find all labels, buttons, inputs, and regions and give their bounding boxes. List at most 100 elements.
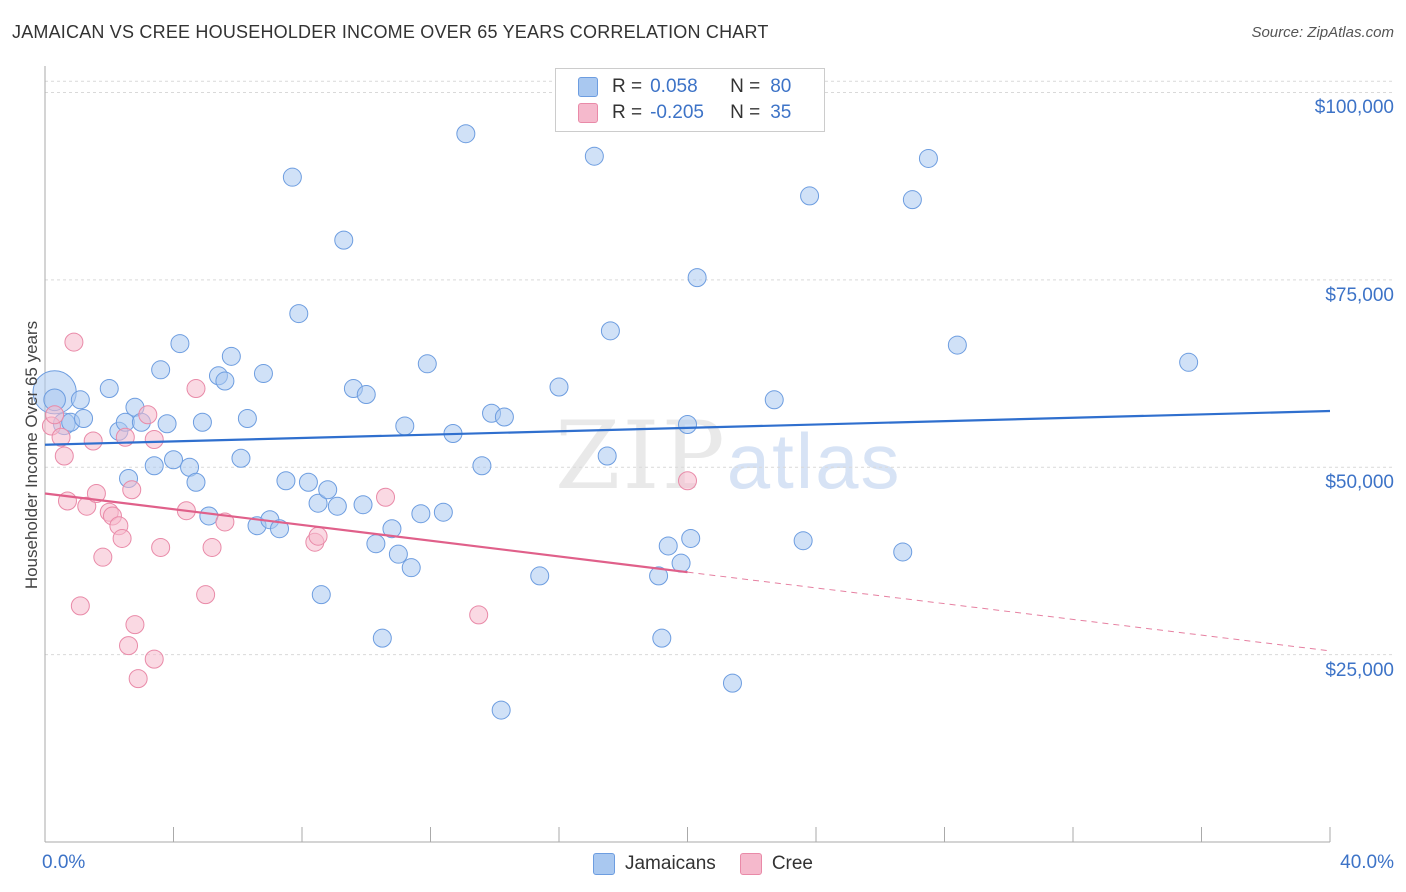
- trendline-extension-cree: [687, 571, 1331, 652]
- point-jamaicans: [311, 585, 331, 605]
- chart-source: Source: ZipAtlas.com: [1251, 24, 1394, 41]
- legend-row-jamaicans: R = 0.058 N = 80: [578, 75, 791, 99]
- point-jamaicans: [456, 124, 476, 144]
- point-cree: [202, 537, 222, 557]
- x-tick-label: 0.0%: [42, 852, 86, 873]
- series-swatch-cree: [739, 853, 762, 875]
- trendline-jamaicans: [44, 409, 1331, 446]
- point-jamaicans: [144, 456, 164, 476]
- point-jamaicans: [649, 566, 669, 586]
- series-legend-cree[interactable]: Cree: [739, 853, 813, 875]
- legend-r-value: -0.205: [650, 102, 704, 123]
- point-cree: [119, 636, 139, 656]
- point-cree: [144, 430, 164, 450]
- point-cree: [112, 528, 132, 548]
- point-jamaicans: [334, 230, 354, 250]
- point-jamaicans: [722, 673, 742, 693]
- point-cree: [215, 512, 235, 532]
- point-jamaicans: [192, 412, 212, 432]
- series-swatch-jamaicans: [592, 853, 615, 875]
- point-cree: [77, 496, 97, 516]
- point-cree: [196, 585, 216, 605]
- trendline-cree: [44, 492, 688, 574]
- point-jamaicans: [678, 415, 697, 435]
- point-jamaicans: [584, 146, 604, 166]
- point-cree: [186, 379, 206, 399]
- point-jamaicans: [356, 385, 376, 405]
- point-jamaicans: [600, 321, 620, 341]
- point-jamaicans: [687, 268, 707, 288]
- legend-r-label: R =: [612, 102, 643, 123]
- point-jamaicans: [401, 558, 421, 578]
- legend-n-value: 80: [770, 76, 792, 97]
- point-jamaicans: [289, 304, 309, 324]
- point-jamaicans: [671, 553, 691, 573]
- point-cree: [138, 405, 158, 425]
- point-jamaicans: [433, 502, 453, 522]
- point-jamaicans: [411, 504, 431, 524]
- watermark-atlas: atlas: [726, 417, 902, 505]
- point-jamaicans: [253, 364, 273, 384]
- point-jamaicans: [764, 390, 784, 410]
- point-jamaicans: [549, 377, 569, 397]
- point-jamaicans: [366, 534, 386, 554]
- point-jamaicans: [491, 700, 511, 720]
- point-jamaicans: [308, 493, 328, 513]
- point-jamaicans: [318, 480, 338, 500]
- point-jamaicans: [215, 371, 235, 391]
- point-cree: [125, 615, 145, 635]
- point-cree: [144, 649, 164, 669]
- point-cree: [83, 431, 103, 451]
- point-jamaicans: [417, 354, 437, 374]
- y-tick-label: $25,000: [1325, 659, 1394, 681]
- point-cree: [308, 526, 328, 546]
- point-jamaicans: [157, 414, 177, 434]
- point-jamaicans: [298, 472, 318, 492]
- series-legend-jamaicans[interactable]: Jamaicans: [592, 853, 716, 875]
- point-jamaicans: [99, 379, 119, 399]
- series-name-cree: Cree: [771, 853, 813, 874]
- legend-swatch-cree: [578, 103, 598, 123]
- point-cree: [151, 537, 171, 557]
- point-cree: [70, 596, 90, 616]
- point-jamaicans: [382, 519, 402, 539]
- point-jamaicans: [597, 446, 617, 466]
- point-jamaicans: [652, 628, 672, 648]
- legend-swatch-jamaicans: [578, 77, 598, 97]
- point-jamaicans: [282, 167, 302, 187]
- point-jamaicans: [530, 566, 550, 586]
- point-cree: [128, 669, 148, 689]
- point-cree: [122, 480, 142, 500]
- point-jamaicans: [1179, 352, 1199, 372]
- point-jamaicans: [237, 409, 257, 429]
- point-jamaicans: [395, 416, 415, 436]
- point-jamaicans: [472, 456, 492, 476]
- point-jamaicans: [353, 495, 373, 515]
- y-tick-label: $75,000: [1325, 284, 1394, 306]
- point-jamaicans: [74, 409, 94, 429]
- watermark-zip: ZIP: [555, 402, 727, 511]
- point-jamaicans: [918, 148, 938, 168]
- chart-title: JAMAICAN VS CREE HOUSEHOLDER INCOME OVER…: [12, 22, 769, 42]
- point-cree: [469, 605, 489, 625]
- y-tick-label: $100,000: [1314, 97, 1394, 119]
- point-jamaicans: [902, 190, 922, 210]
- point-jamaicans: [372, 628, 392, 648]
- point-jamaicans: [327, 496, 347, 516]
- point-jamaicans: [186, 472, 206, 492]
- point-jamaicans: [151, 360, 171, 380]
- legend-r-label: R =: [612, 76, 643, 97]
- point-cree: [93, 547, 113, 567]
- point-jamaicans: [231, 448, 251, 468]
- legend-row-cree: R = -0.205 N = 35: [578, 101, 791, 125]
- point-jamaicans: [681, 528, 701, 548]
- point-jamaicans: [800, 186, 820, 206]
- point-jamaicans: [170, 334, 190, 354]
- series-name-jamaicans: Jamaicans: [624, 853, 716, 874]
- legend-r-value: 0.058: [650, 76, 698, 97]
- point-cree: [64, 332, 84, 352]
- point-jamaicans: [494, 407, 514, 427]
- point-cree: [86, 483, 106, 503]
- point-jamaicans: [893, 542, 913, 562]
- point-jamaicans: [270, 519, 290, 539]
